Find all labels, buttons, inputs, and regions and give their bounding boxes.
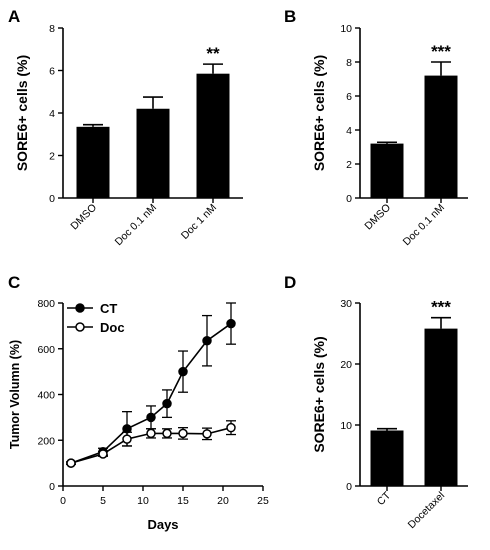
series-ct-point bbox=[202, 335, 212, 346]
y-tick-label: 600 bbox=[37, 344, 55, 356]
legend-label-doc: Doc bbox=[100, 320, 125, 335]
chart-panel-c: 0 200 400 600 800 0 5 10 15 20 25 Tumor Volumn (%) D… bbox=[8, 298, 269, 532]
y-tick-label: 6 bbox=[346, 91, 352, 103]
bar-ct bbox=[370, 430, 404, 486]
legend-marker bbox=[75, 303, 85, 313]
x-tick-label: 25 bbox=[257, 495, 269, 507]
panel-letter-a: A bbox=[8, 7, 20, 26]
y-tick-label: 8 bbox=[346, 57, 352, 69]
bar-doc-1-nm bbox=[196, 73, 230, 198]
y-tick-label: 0 bbox=[346, 481, 352, 493]
bar-doc-0-1-nm bbox=[424, 75, 458, 198]
x-category-label: Doc 0.1 nM bbox=[401, 202, 447, 248]
bar-dmso bbox=[76, 126, 110, 198]
y-tick-label: 10 bbox=[340, 23, 352, 35]
y-tick-label: 0 bbox=[49, 481, 55, 493]
series-doc-point bbox=[122, 434, 132, 444]
significance-marker: *** bbox=[431, 298, 451, 317]
chart-panel-b: 0 2 4 6 8 10 SORE6+ cells (%) DMSO Doc 0.1 nM *** bbox=[311, 23, 468, 248]
legend-marker bbox=[75, 322, 85, 332]
x-tick-label: 20 bbox=[217, 495, 229, 507]
x-category-label: DMSO bbox=[362, 202, 393, 233]
bar-doc-0-1-nm bbox=[136, 108, 170, 198]
y-tick-label: 0 bbox=[346, 193, 352, 205]
series-doc-point bbox=[162, 428, 172, 439]
y-tick-label: 200 bbox=[37, 435, 55, 447]
x-category-label: Doc 0.1 nM bbox=[113, 202, 159, 248]
y-axis-title: SORE6+ cells (%) bbox=[311, 336, 327, 452]
series-ct-point bbox=[146, 412, 156, 423]
x-axis-title: Days bbox=[147, 517, 178, 532]
x-category-label: DMSO bbox=[68, 202, 99, 233]
y-tick-label: 10 bbox=[340, 420, 352, 432]
y-tick-label: 20 bbox=[340, 359, 352, 371]
series-doc-point bbox=[178, 428, 188, 439]
x-tick-label: 0 bbox=[60, 495, 66, 507]
y-tick-label: 8 bbox=[49, 23, 55, 35]
panel-letter-c: C bbox=[8, 273, 20, 292]
chart-panel-a: 0 2 4 6 8 SORE6+ cells (%) DMSO Doc 0.1 nM Doc 1… bbox=[14, 23, 243, 248]
bar-docetaxel bbox=[424, 328, 458, 486]
significance-marker: ** bbox=[206, 44, 220, 63]
series-doc-point bbox=[98, 449, 108, 459]
panel-letter-d: D bbox=[284, 273, 296, 292]
y-tick-label: 6 bbox=[49, 66, 55, 78]
x-category-label: Docetaxel bbox=[406, 490, 448, 532]
y-axis-title: SORE6+ cells (%) bbox=[14, 55, 30, 171]
x-tick-label: 5 bbox=[100, 495, 106, 507]
series-ct-point bbox=[178, 366, 188, 377]
series-doc-point bbox=[66, 458, 76, 468]
chart-panel-d: 0 10 20 30 SORE6+ cells (%) CT Docetaxel *** bbox=[311, 298, 468, 532]
series-ct-point bbox=[226, 318, 236, 329]
series-ct-point bbox=[162, 398, 172, 409]
y-axis-title: Tumor Volumn (%) bbox=[8, 340, 22, 449]
y-tick-label: 0 bbox=[49, 193, 55, 205]
y-tick-label: 4 bbox=[49, 108, 55, 120]
y-tick-label: 30 bbox=[340, 298, 352, 310]
bar-dmso bbox=[370, 143, 404, 198]
x-category-label: Doc 1 nM bbox=[179, 202, 219, 242]
significance-marker: *** bbox=[431, 42, 451, 61]
panel-letter-b: B bbox=[284, 7, 296, 26]
x-category-label: CT bbox=[375, 489, 394, 508]
series-doc-point bbox=[146, 428, 156, 439]
x-tick-label: 15 bbox=[177, 495, 189, 507]
y-tick-label: 2 bbox=[346, 159, 352, 171]
y-tick-label: 4 bbox=[346, 125, 352, 137]
y-tick-label: 800 bbox=[37, 298, 55, 310]
legend-label-ct: CT bbox=[100, 301, 117, 316]
x-tick-label: 10 bbox=[137, 495, 149, 507]
y-axis-title: SORE6+ cells (%) bbox=[311, 55, 327, 171]
series-doc-point bbox=[202, 429, 212, 439]
series-doc-point bbox=[226, 422, 236, 433]
y-tick-label: 400 bbox=[37, 390, 55, 402]
y-tick-label: 2 bbox=[49, 151, 55, 163]
